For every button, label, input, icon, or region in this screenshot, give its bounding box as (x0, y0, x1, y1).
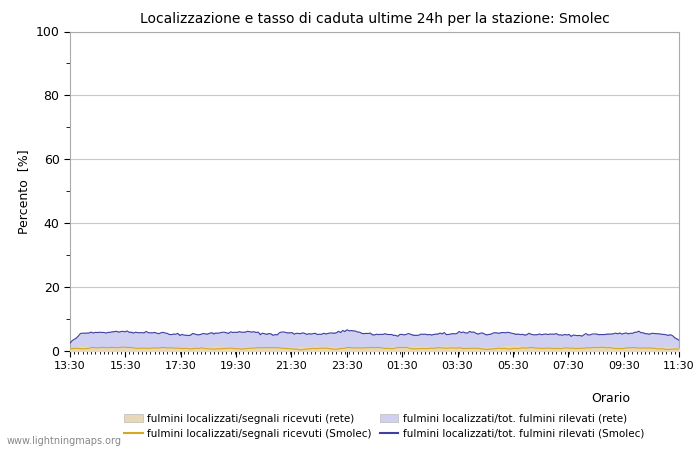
Y-axis label: Percento  [%]: Percento [%] (18, 149, 30, 234)
Legend: fulmini localizzati/segnali ricevuti (rete), fulmini localizzati/segnali ricevut: fulmini localizzati/segnali ricevuti (re… (124, 414, 644, 439)
Text: www.lightningmaps.org: www.lightningmaps.org (7, 436, 122, 446)
Title: Localizzazione e tasso di caduta ultime 24h per la stazione: Smolec: Localizzazione e tasso di caduta ultime … (139, 12, 610, 26)
Text: Orario: Orario (591, 392, 630, 405)
